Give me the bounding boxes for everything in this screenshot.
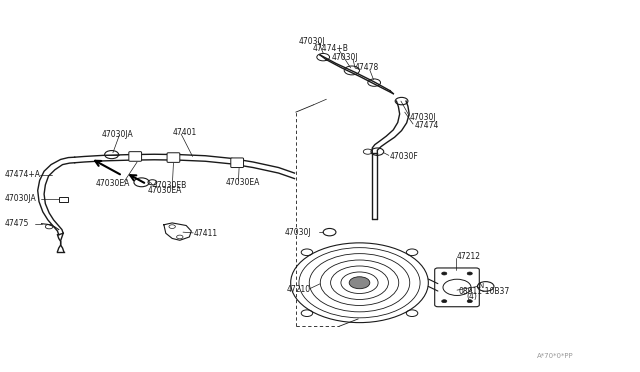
Text: 47030J: 47030J xyxy=(299,37,326,46)
FancyBboxPatch shape xyxy=(129,152,141,161)
FancyBboxPatch shape xyxy=(231,158,244,167)
Text: 47030F: 47030F xyxy=(390,152,419,161)
Text: (4): (4) xyxy=(467,292,477,301)
Text: 47475: 47475 xyxy=(4,219,29,228)
Circle shape xyxy=(442,272,447,275)
Text: 08911-10B37: 08911-10B37 xyxy=(459,287,510,296)
Circle shape xyxy=(467,300,472,303)
Text: 47030J: 47030J xyxy=(332,53,358,62)
Text: 47474+A: 47474+A xyxy=(4,170,40,179)
Text: 47030EA: 47030EA xyxy=(226,178,260,187)
Text: 47030J: 47030J xyxy=(285,228,312,237)
Text: 47474+B: 47474+B xyxy=(312,44,348,53)
Circle shape xyxy=(442,300,447,303)
FancyBboxPatch shape xyxy=(435,268,479,307)
Text: 47030EA: 47030EA xyxy=(96,179,130,188)
Text: 47030JA: 47030JA xyxy=(102,130,134,139)
Text: 47030EA: 47030EA xyxy=(148,186,182,195)
Text: 47474: 47474 xyxy=(414,121,438,129)
Circle shape xyxy=(349,277,370,289)
Text: N: N xyxy=(478,283,483,289)
Text: 47030EB: 47030EB xyxy=(153,182,188,190)
Text: 47411: 47411 xyxy=(194,230,218,238)
Circle shape xyxy=(467,272,472,275)
Text: 47030J: 47030J xyxy=(409,113,436,122)
Text: 47478: 47478 xyxy=(355,62,380,72)
Text: A*70*0*PP: A*70*0*PP xyxy=(537,353,573,359)
Bar xyxy=(59,197,68,202)
Text: 47030JA: 47030JA xyxy=(4,195,36,203)
FancyBboxPatch shape xyxy=(167,153,180,162)
Text: 47210: 47210 xyxy=(286,285,310,294)
Text: 47401: 47401 xyxy=(172,128,196,137)
Text: 47212: 47212 xyxy=(456,251,481,261)
